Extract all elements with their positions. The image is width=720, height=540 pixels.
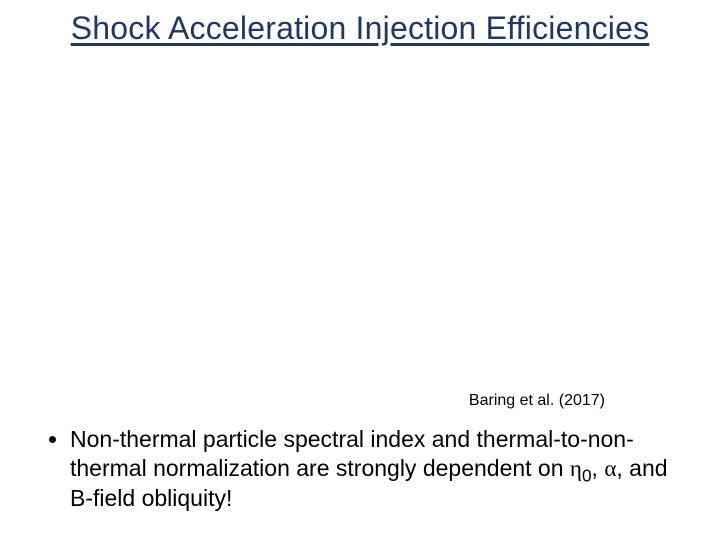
bullet-block: Non-thermal particle spectral index and …: [48, 425, 672, 512]
eta-subscript: 0: [582, 465, 592, 485]
slide: Shock Acceleration Injection Efficiencie…: [0, 0, 720, 540]
citation-text: Baring et al. (2017): [469, 392, 605, 410]
bullet-pre: Non-thermal particle spectral index and …: [70, 426, 634, 481]
alpha-symbol: α: [604, 456, 616, 481]
bullet-item: Non-thermal particle spectral index and …: [70, 425, 672, 512]
sep1: ,: [592, 455, 605, 481]
page-title: Shock Acceleration Injection Efficiencie…: [30, 10, 690, 47]
sep2: ,: [616, 455, 629, 481]
bullet-list: Non-thermal particle spectral index and …: [48, 425, 672, 512]
eta-symbol: η: [570, 456, 582, 481]
